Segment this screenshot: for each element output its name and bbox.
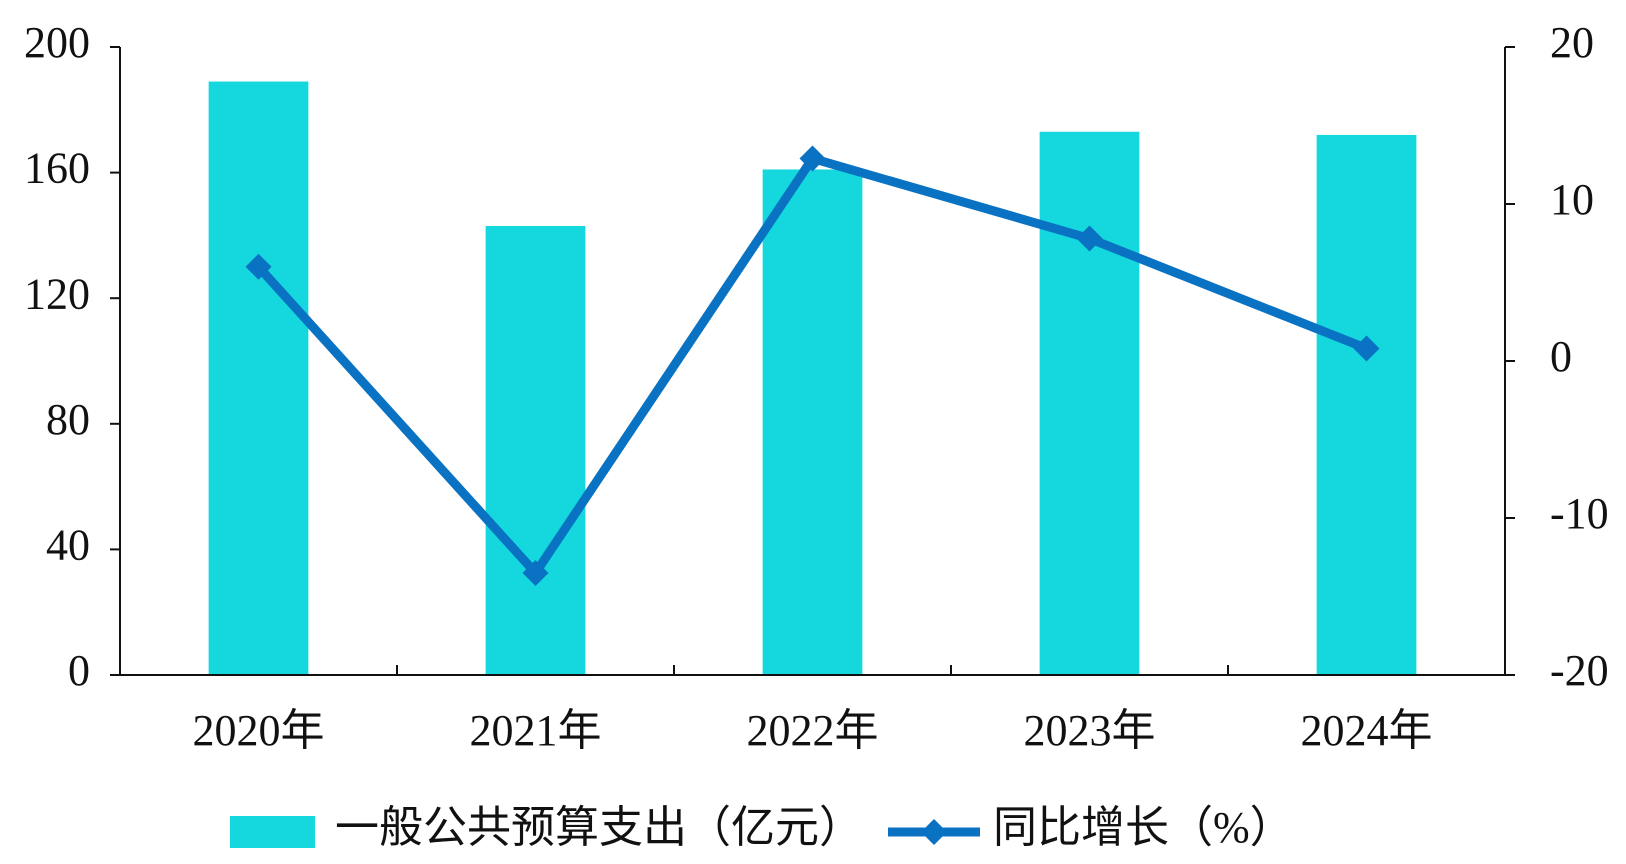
marker (245, 253, 272, 280)
x-tick-label: 2021年 (470, 706, 602, 755)
marker (1076, 225, 1103, 252)
marker (799, 145, 826, 172)
marker (1353, 335, 1380, 362)
x-tick-label: 2020年 (193, 706, 325, 755)
bar (208, 81, 309, 676)
y2-tick-label: 20 (1550, 18, 1594, 67)
marker (522, 559, 549, 586)
x-tick-label: 2024年 (1301, 706, 1433, 755)
bar (485, 225, 586, 676)
bar (762, 169, 863, 675)
y-tick-label: 200 (24, 18, 90, 67)
legend-marker (921, 819, 947, 845)
bar (1039, 131, 1140, 675)
y-tick-label: 160 (24, 144, 90, 193)
bar (1316, 134, 1417, 676)
y-tick-label: 120 (24, 269, 90, 318)
y2-tick-label: -10 (1550, 489, 1609, 538)
legend-label: 同比增长（%） (993, 803, 1294, 852)
y-tick-label: 80 (46, 395, 90, 444)
x-tick-label: 2023年 (1024, 706, 1156, 755)
legend-swatch (230, 816, 315, 848)
x-tick-label: 2022年 (747, 706, 879, 755)
y2-tick-label: -20 (1550, 646, 1609, 695)
y-tick-label: 40 (46, 520, 90, 569)
y2-tick-label: 0 (1550, 332, 1572, 381)
y2-tick-label: 10 (1550, 175, 1594, 224)
legend-label: 一般公共预算支出（亿元） (335, 803, 863, 852)
y-tick-label: 0 (68, 646, 90, 695)
